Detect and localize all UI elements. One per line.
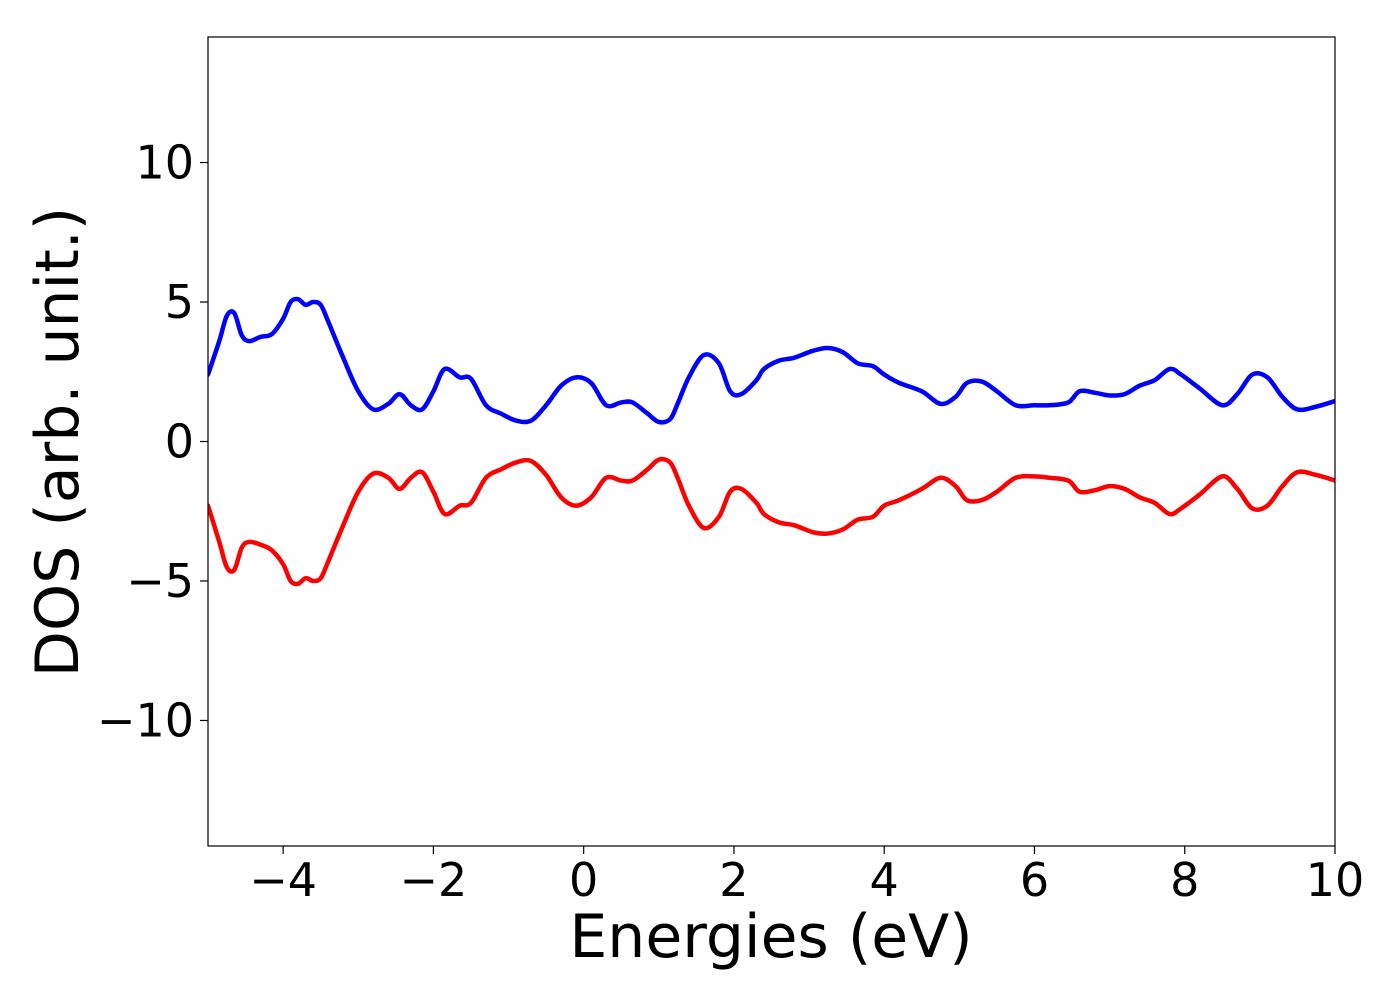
spin-down-line [208, 456, 1335, 587]
y-tick-label: 10 [135, 136, 194, 190]
y-tick-label: 0 [165, 415, 194, 469]
x-axis: −4 −2 0 2 4 6 8 10 [249, 846, 1364, 907]
x-tick-label: 10 [1306, 853, 1365, 907]
x-axis-title: Energies (eV) [569, 902, 972, 972]
x-tick-label: −2 [399, 853, 467, 907]
x-tick-label: 4 [870, 853, 899, 907]
x-tick-label: 0 [569, 853, 598, 907]
x-tick-label: −4 [249, 853, 317, 907]
y-axis: −10 −5 0 5 10 [97, 136, 208, 747]
y-tick-label: −5 [126, 554, 194, 608]
x-tick-label: 6 [1020, 853, 1049, 907]
series-layer [208, 296, 1335, 587]
y-tick-label: 5 [165, 275, 194, 329]
spin-up-line [208, 296, 1335, 425]
x-tick-label: 2 [719, 853, 748, 907]
x-tick-label: 8 [1170, 853, 1199, 907]
y-axis-title: DOS (arb. unit.) [23, 207, 93, 677]
plot-frame [207, 36, 1336, 847]
y-tick-label: −10 [97, 693, 194, 747]
